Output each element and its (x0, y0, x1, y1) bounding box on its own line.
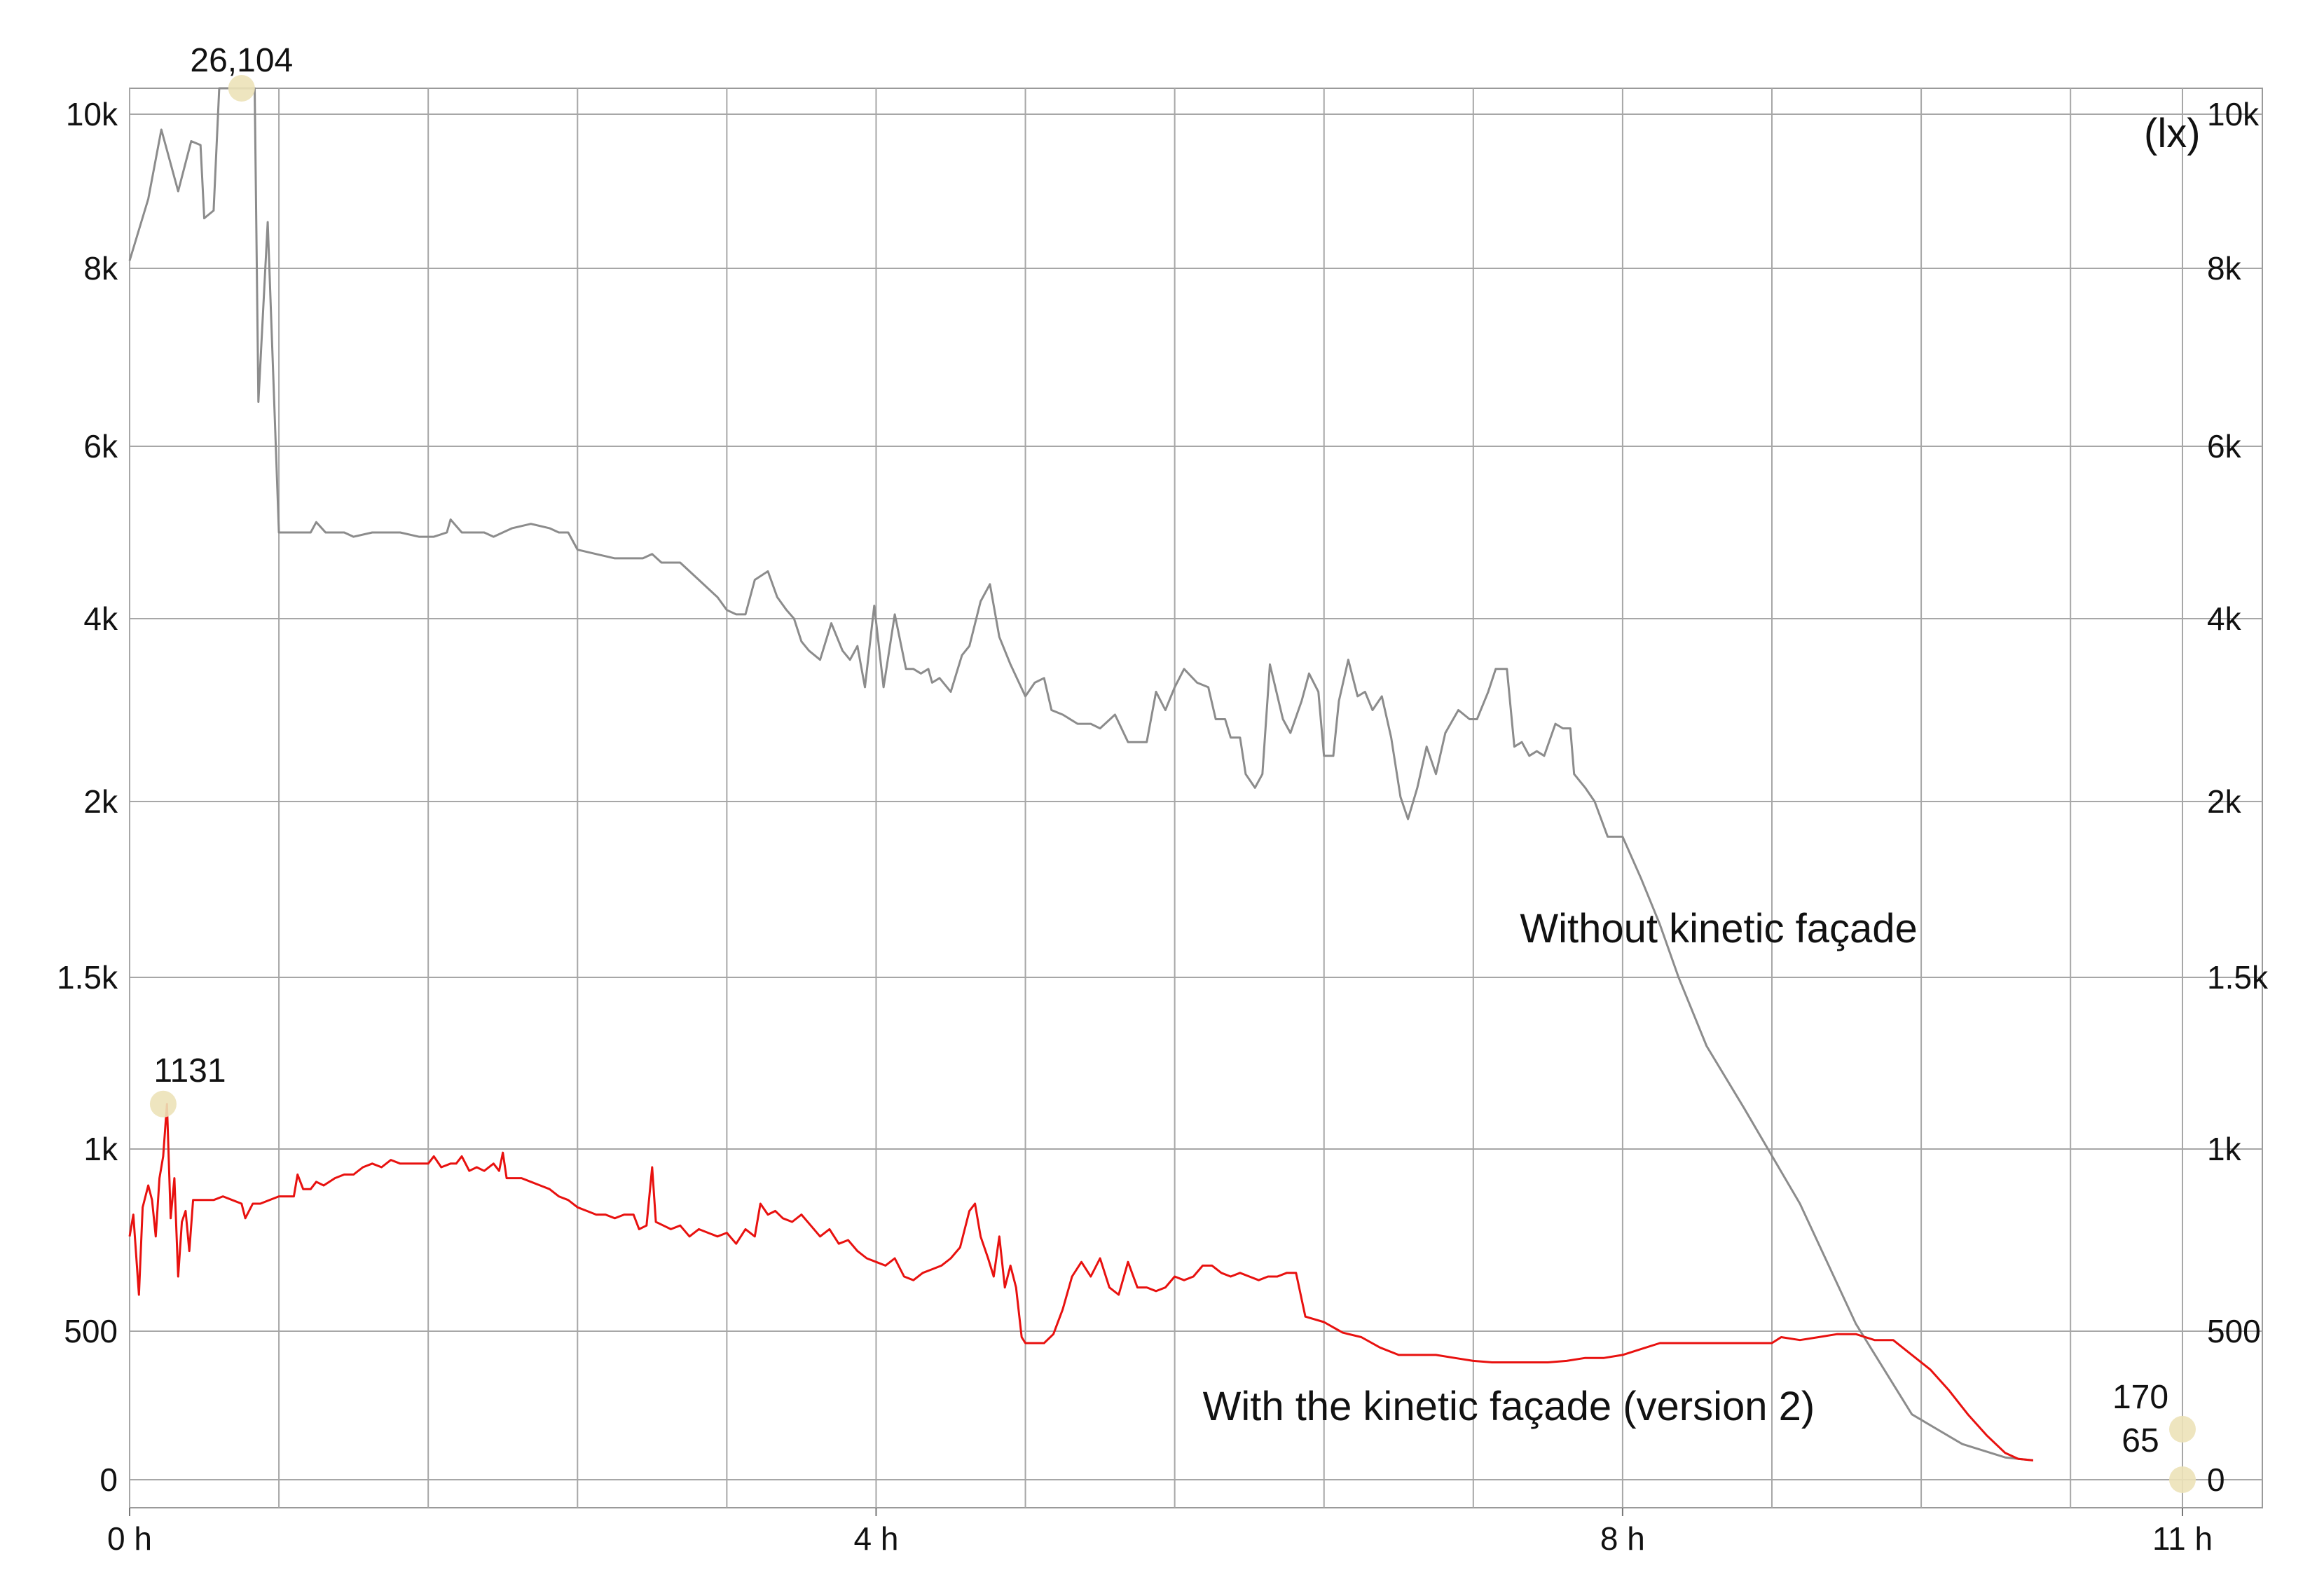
y-tick-label-right: 4k (2207, 600, 2242, 637)
y-tick-label-right: 1k (2207, 1131, 2242, 1167)
y-tick-label-right: 1.5k (2207, 959, 2269, 996)
y-tick-label-right: 0 (2207, 1461, 2225, 1498)
annotation-markers: 26,104 1131 170 65 (149, 42, 2196, 1493)
annotation-label: 1131 (153, 1052, 226, 1089)
annotation-marker (2169, 1466, 2196, 1493)
y-tick-label-right: 6k (2207, 428, 2242, 465)
series-label-without-facade: Without kinetic façade (1520, 906, 1917, 951)
y-tick-label-left: 0 (99, 1461, 118, 1498)
x-tick-label: 0 h (107, 1520, 152, 1557)
annotation-label: 170 (2112, 1379, 2168, 1416)
y-tick-label-right: 500 (2207, 1313, 2261, 1349)
series-labels: Without kinetic façade With the kinetic f… (1203, 906, 1918, 1429)
y-tick-label-left: 1.5k (57, 959, 118, 996)
series-lines (128, 87, 2034, 1461)
x-tick-label: 8 h (1600, 1520, 1645, 1557)
series-line-without-facade (128, 87, 2034, 1461)
annotation-marker (2169, 1415, 2196, 1443)
y-tick-label-right: 10k (2207, 96, 2260, 132)
annotation-marker (149, 1090, 177, 1117)
y-tick-label-left: 2k (83, 783, 118, 820)
y-tick-label-left: 6k (83, 428, 118, 465)
series-line-with-facade (128, 1103, 2034, 1461)
x-tick-label: 11 h (2152, 1520, 2213, 1557)
tick-labels: 0 0 500 500 1k 1k 1.5k 1.5k 2k 2k 4k 4k 6k 6k 8k 8k 10k 1… (57, 96, 2269, 1557)
y-tick-label-left: 10k (66, 96, 118, 132)
y-tick-label-left: 8k (83, 250, 118, 287)
annotation-label: 65 (2122, 1422, 2159, 1459)
gridlines (129, 88, 2262, 1508)
plot-frame (129, 88, 2263, 1508)
annotation-label: 26,104 (190, 42, 293, 79)
y-tick-label-left: 500 (64, 1313, 118, 1349)
x-tick-label: 4 h (853, 1520, 898, 1557)
annotation-marker (228, 75, 255, 102)
y-tick-label-right: 8k (2207, 250, 2242, 287)
series-label-with-facade: With the kinetic façade (version 2) (1203, 1384, 1815, 1429)
y-tick-label-left: 4k (83, 600, 118, 637)
unit-label: (lx) (2144, 111, 2201, 156)
y-tick-label-right: 2k (2207, 783, 2242, 820)
y-tick-label-left: 1k (83, 1131, 118, 1167)
